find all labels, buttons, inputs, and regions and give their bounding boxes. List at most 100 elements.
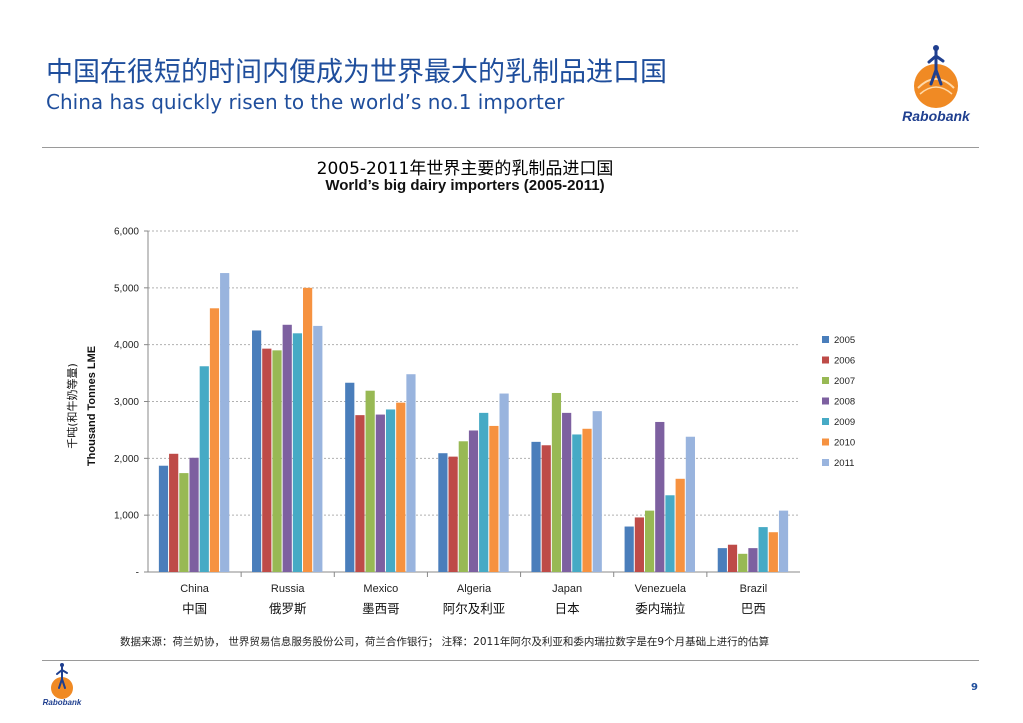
bar-venezuela-2008	[655, 421, 665, 572]
legend-label: 2006	[834, 356, 855, 367]
bar-mexico-2008	[375, 414, 385, 572]
legend-swatch	[822, 336, 829, 343]
y-tick-label: -	[136, 568, 139, 579]
bar-algeria-2006	[448, 456, 458, 572]
x-category-label-cn: 巴西	[741, 601, 766, 616]
source-footnote: 数据来源：荷兰奶协， 世界贸易信息服务股份公司，荷兰合作银行； 注释：2011年…	[120, 636, 770, 648]
y-tick-label: 2,000	[114, 454, 139, 465]
bar-china-2008	[189, 457, 199, 572]
header-divider	[42, 147, 979, 148]
chart-title-en: World’s big dairy importers (2005-2011)	[325, 177, 605, 194]
rabobank-logo: Rabobank	[896, 40, 976, 126]
bar-japan-2005	[531, 441, 541, 572]
chart-title-cn: 2005-2011年世界主要的乳制品进口国	[316, 159, 614, 179]
bar-russia-2005	[252, 330, 262, 572]
x-category-label: Russia	[271, 583, 306, 595]
x-category-label: China	[180, 583, 210, 595]
rabobank-logo-small-text: Rabobank	[42, 698, 82, 707]
legend-swatch	[822, 356, 829, 364]
bar-china-2010	[209, 308, 220, 572]
y-axis-title: Thousand Tonnes LME	[86, 346, 98, 466]
x-category-label: Mexico	[363, 583, 398, 595]
legend-swatch	[822, 397, 829, 405]
bar-algeria-2010	[489, 425, 499, 572]
bar-china-2007	[179, 473, 189, 572]
bar-venezuela-2007	[644, 510, 655, 572]
legend-swatch	[822, 459, 829, 466]
x-category-label-cn: 俄罗斯	[269, 601, 307, 616]
bar-algeria-2007	[458, 441, 468, 572]
rabobank-logo-small: Rabobank	[40, 660, 84, 710]
x-category-label: Algeria	[457, 583, 492, 595]
legend-label: 2007	[834, 376, 855, 387]
bar-mexico-2009	[385, 409, 396, 572]
bar-russia-2010	[303, 287, 313, 572]
bar-brazil-2010	[768, 532, 778, 572]
x-category-label-cn: 委内瑞拉	[635, 601, 686, 616]
bar-mexico-2011	[406, 374, 416, 572]
legend-label: 2008	[834, 397, 855, 408]
x-category-label-cn: 阿尔及利亚	[443, 601, 506, 616]
footer-divider	[42, 660, 979, 661]
bar-russia-2009	[292, 333, 303, 572]
bar-algeria-2011	[499, 393, 509, 572]
bar-japan-2010	[582, 428, 592, 572]
bar-brazil-2008	[748, 548, 758, 572]
x-category-label: Brazil	[740, 583, 768, 595]
bar-russia-2008	[282, 324, 292, 572]
bar-russia-2007	[272, 350, 282, 572]
bar-brazil-2007	[738, 553, 748, 572]
y-axis-title-cn: 千吨(和牛奶等量)	[65, 363, 79, 449]
bar-china-2009	[199, 366, 209, 572]
bar-mexico-2006	[355, 415, 365, 572]
bar-japan-2009	[572, 434, 582, 572]
bar-brazil-2005	[717, 548, 727, 572]
bar-mexico-2005	[345, 382, 355, 572]
bar-mexico-2007	[365, 390, 375, 572]
x-category-label: Japan	[552, 583, 582, 595]
rabobank-logo-text: Rabobank	[902, 108, 970, 124]
legend-label: 2011	[834, 458, 854, 469]
bar-venezuela-2010	[675, 478, 685, 572]
bar-japan-2008	[562, 412, 572, 572]
bar-venezuela-2006	[634, 517, 644, 572]
bar-venezuela-2011	[685, 436, 695, 572]
page-title-cn: 中国在很短的时间内便成为世界最大的乳制品进口国	[46, 57, 667, 88]
legend-label: 2009	[834, 417, 855, 428]
bar-mexico-2010	[396, 402, 406, 572]
bar-algeria-2008	[468, 430, 479, 572]
y-tick-label: 6,000	[114, 227, 139, 238]
rabobank-emblem-small-icon	[51, 663, 73, 699]
bar-brazil-2009	[758, 527, 768, 572]
x-category-label: Venezuela	[635, 583, 687, 595]
bar-china-2006	[169, 453, 179, 572]
bar-venezuela-2009	[665, 495, 675, 572]
bar-russia-2006	[262, 348, 272, 572]
legend-swatch	[822, 438, 829, 446]
x-category-label-cn: 墨西哥	[362, 601, 400, 616]
bar-brazil-2006	[727, 544, 738, 572]
x-category-label-cn: 中国	[182, 601, 207, 616]
bar-china-2005	[158, 465, 169, 572]
rabobank-emblem-icon	[914, 45, 958, 108]
legend-label: 2005	[834, 335, 855, 346]
page-title-en: China has quickly risen to the world’s n…	[46, 90, 565, 114]
bar-japan-2007	[551, 392, 562, 572]
bar-algeria-2005	[438, 453, 448, 572]
y-tick-label: 3,000	[114, 397, 139, 408]
x-category-label-cn: 日本	[555, 601, 581, 616]
legend-swatch	[822, 377, 829, 384]
legend-swatch	[822, 418, 829, 425]
y-tick-label: 4,000	[114, 340, 139, 351]
bar-russia-2011	[313, 325, 323, 572]
page-number: 9	[971, 682, 978, 693]
bar-algeria-2009	[479, 412, 489, 572]
bar-brazil-2011	[778, 510, 789, 572]
legend-label: 2010	[834, 438, 855, 449]
bar-china-2011	[220, 273, 230, 572]
y-tick-label: 1,000	[114, 511, 139, 522]
bar-venezuela-2005	[624, 526, 634, 572]
bar-japan-2011	[592, 411, 602, 572]
bar-japan-2006	[541, 445, 551, 572]
